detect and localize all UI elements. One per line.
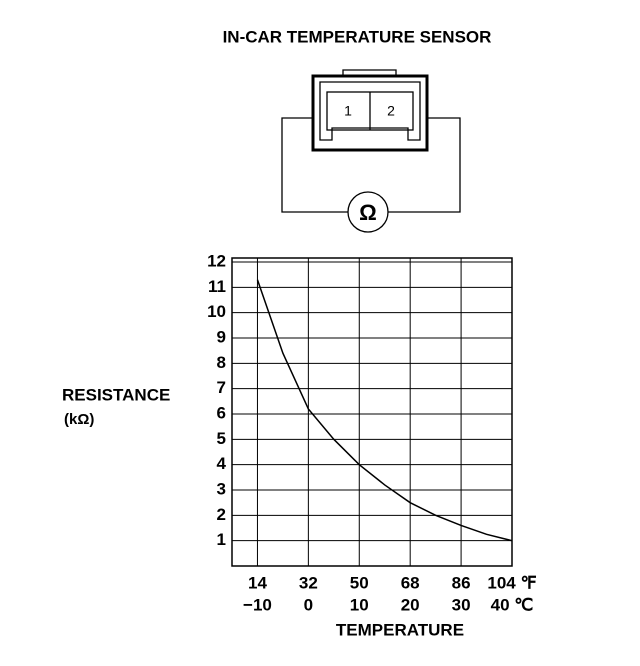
pin-label: 2 [387, 103, 395, 119]
y-tick-label: 8 [217, 353, 226, 372]
x2-tick-label: 50 [350, 573, 369, 592]
x2-tick-label: 32 [299, 573, 318, 592]
x-tick-label: 0 [304, 595, 313, 614]
y-axis-label: RESISTANCE [62, 385, 170, 404]
y-tick-label: 7 [217, 378, 226, 397]
x2-tick-label: 86 [452, 573, 471, 592]
x-tick-label: 30 [452, 595, 471, 614]
y-tick-label: 11 [208, 277, 226, 296]
meter-symbol: Ω [359, 200, 377, 225]
y-axis-unit: (kΩ) [64, 411, 94, 428]
y-tick-label: 9 [217, 327, 226, 346]
curve [256, 279, 513, 542]
x2-tick-label: 14 [248, 573, 267, 592]
x-tick-label: 10 [350, 595, 369, 614]
y-tick-label: 1 [217, 530, 226, 549]
x-tick-label: −10 [243, 595, 272, 614]
x-axis-label: TEMPERATURE [336, 620, 464, 639]
x2-tick-label: 104 ℉ [487, 573, 536, 592]
connector [281, 69, 461, 233]
y-tick-label: 12 [207, 251, 226, 270]
y-tick-label: 2 [217, 505, 226, 524]
x-tick-label: 20 [401, 595, 420, 614]
y-tick-label: 6 [217, 403, 226, 422]
y-tick-label: 10 [207, 302, 226, 321]
plot-frame [231, 257, 513, 567]
y-tick-label: 3 [217, 479, 226, 498]
y-tick-label: 5 [217, 429, 226, 448]
diagram-title: IN-CAR TEMPERATURE SENSOR [223, 27, 492, 46]
pin-label: 1 [344, 103, 352, 119]
y-tick-label: 4 [217, 454, 227, 473]
x2-tick-label: 68 [401, 573, 420, 592]
x-tick-label: 40 ℃ [491, 595, 534, 614]
